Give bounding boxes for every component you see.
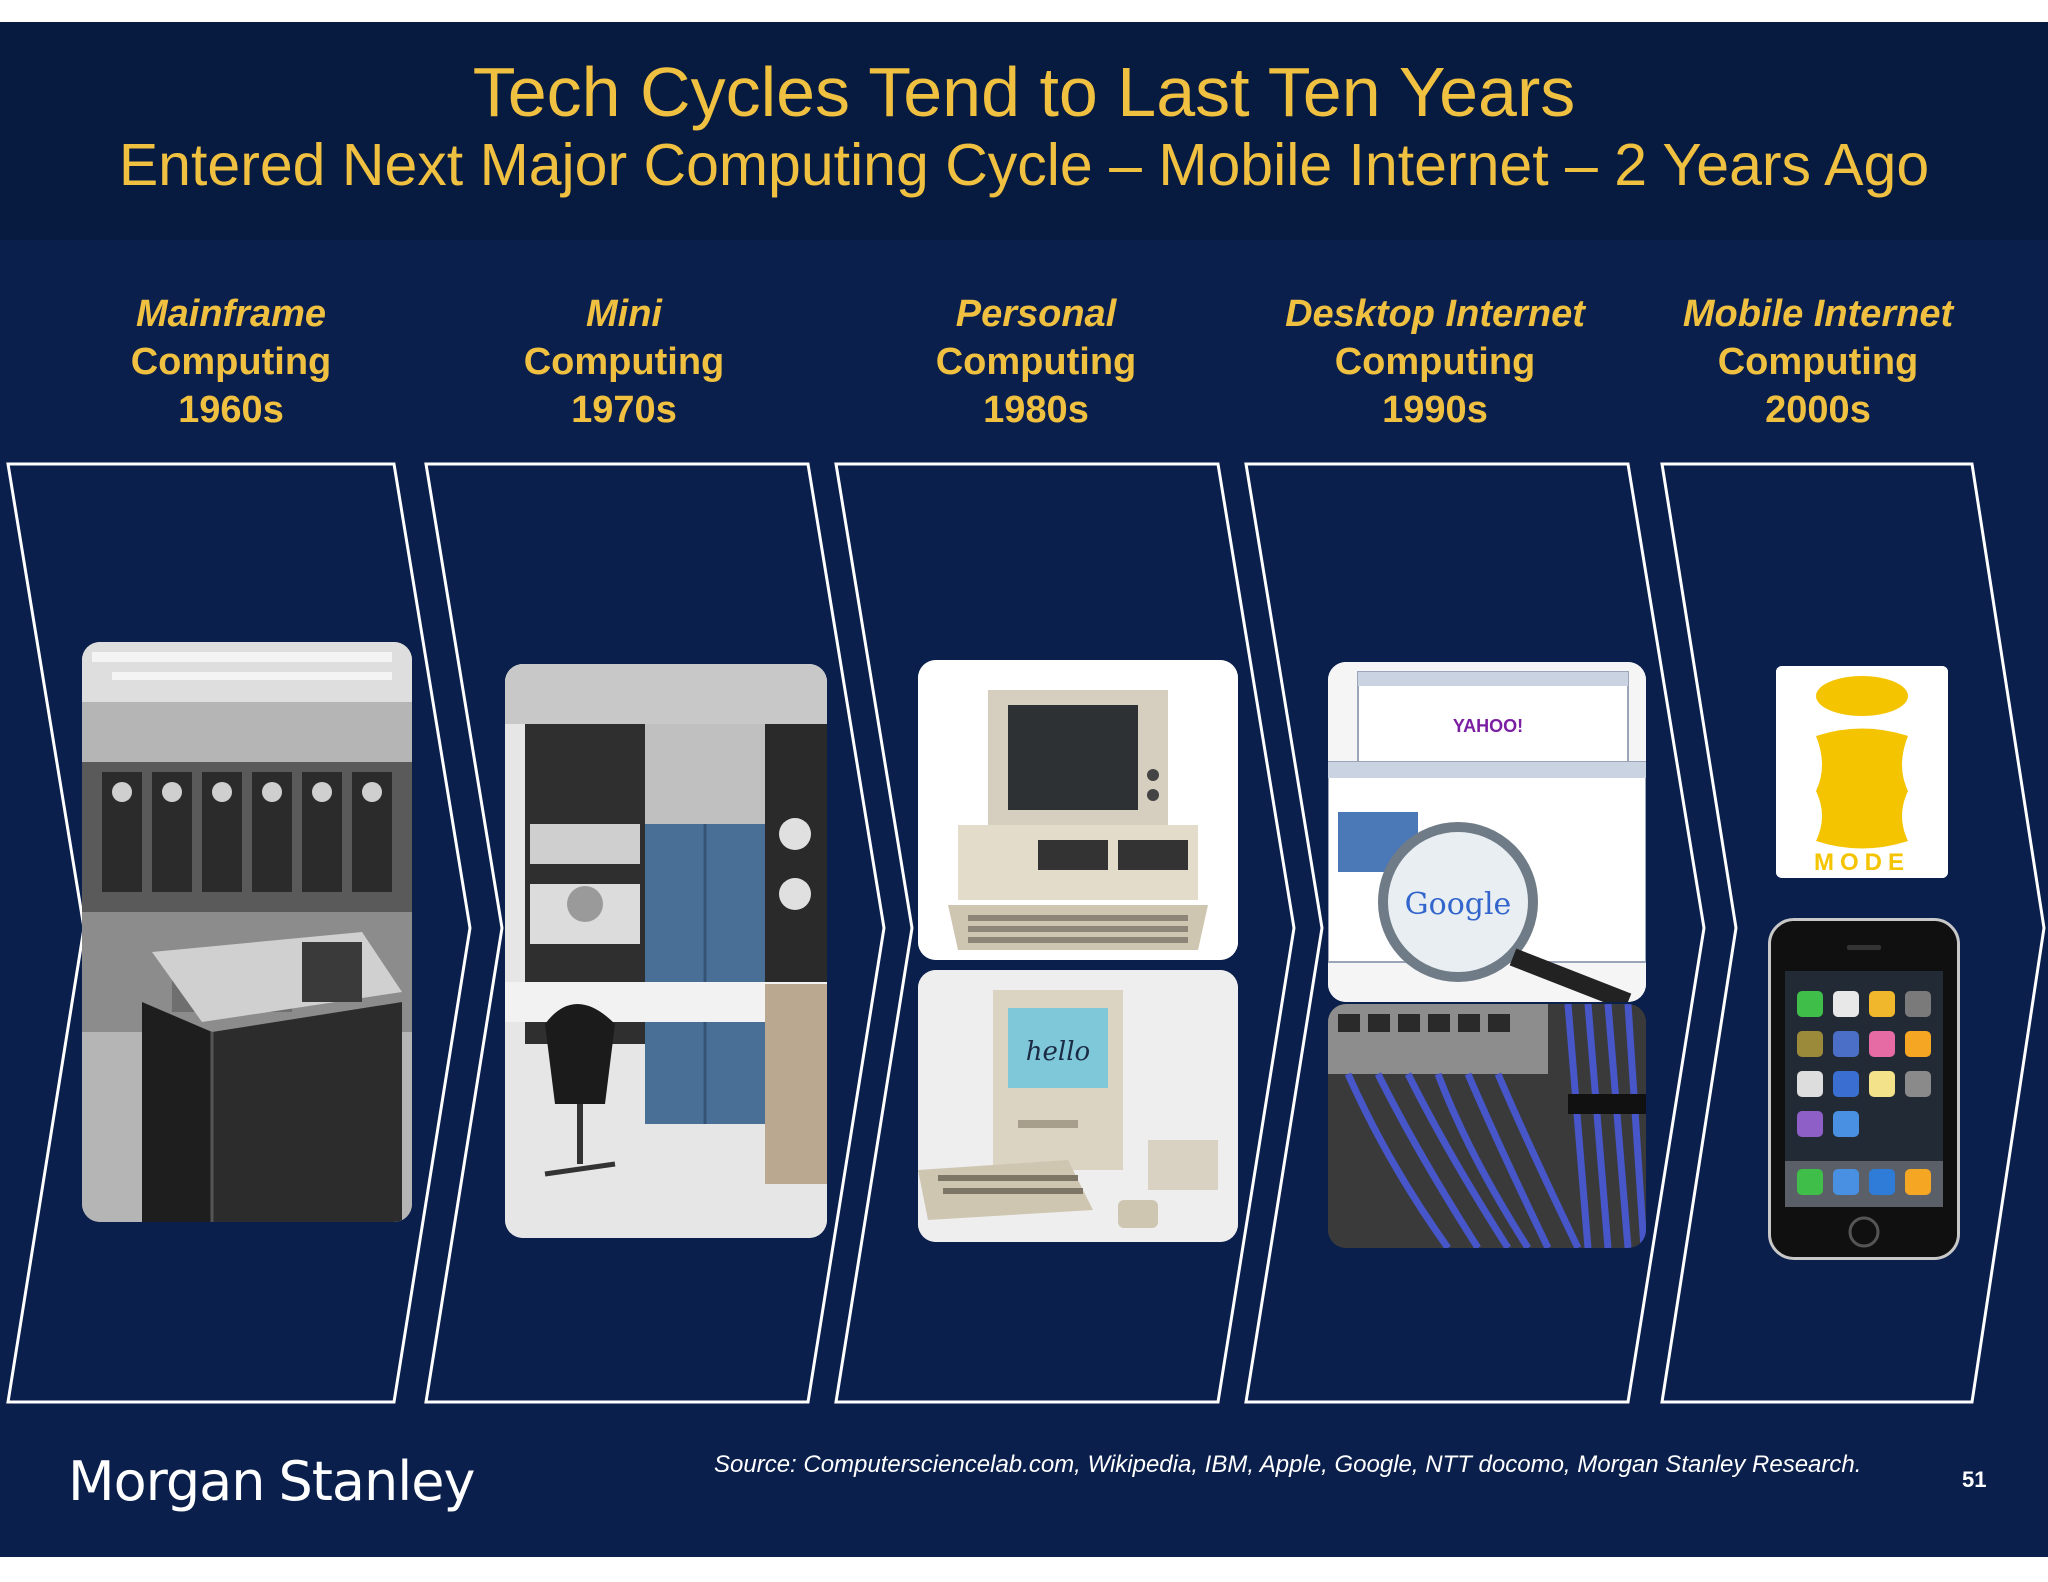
- era-label-mini: Mini Computing 1970s: [444, 290, 804, 434]
- era-name: Mobile Internet: [1682, 293, 1954, 335]
- page-number: 51: [1962, 1467, 1987, 1492]
- morgan-stanley-logo: Morgan Stanley: [68, 1450, 475, 1514]
- imode-logo: MODE: [1776, 666, 1948, 878]
- era-type: Computing: [523, 341, 725, 383]
- chevron-desktop-internet: [1244, 462, 1706, 1404]
- google-text: Google: [1405, 887, 1512, 922]
- era-decade: 1960s: [178, 389, 284, 431]
- chevron-mini: [424, 462, 886, 1404]
- macintosh-photo: hello: [918, 970, 1238, 1242]
- era-label-mainframe: Mainframe Computing 1960s: [51, 290, 411, 434]
- era-type: Computing: [1717, 341, 1919, 383]
- ibm-pc-photo: [918, 660, 1238, 960]
- source-note: Source: Computersciencelab.com, Wikipedi…: [714, 1451, 1862, 1478]
- chevron-mobile-internet: [1660, 462, 2046, 1404]
- slide-title: Tech Cycles Tend to Last Ten Years: [472, 53, 1576, 131]
- era-decade: 2000s: [1765, 389, 1871, 431]
- web-browser-photo: YAHOO! Google: [1328, 662, 1646, 1002]
- slide: Tech Cycles Tend to Last Ten Years Enter…: [0, 22, 2048, 1557]
- era-type: Computing: [935, 341, 1137, 383]
- hello-text: hello: [1026, 1037, 1090, 1067]
- logo-word-1: Morgan: [68, 1450, 265, 1513]
- minicomputer-photo: [505, 664, 827, 1238]
- era-type: Computing: [130, 341, 332, 383]
- era-label-desktop-internet: Desktop Internet Computing 1990s: [1255, 290, 1615, 434]
- era-decade: 1970s: [571, 389, 677, 431]
- era-type: Computing: [1334, 341, 1536, 383]
- chevron-outlines: [6, 462, 2046, 1404]
- era-label-personal: Personal Computing 1980s: [856, 290, 1216, 434]
- era-name: Mainframe: [135, 293, 327, 335]
- header-band: Tech Cycles Tend to Last Ten Years Enter…: [0, 22, 2048, 240]
- mainframe-photo: [82, 642, 412, 1222]
- iphone-photo: [1768, 918, 1960, 1260]
- era-label-mobile-internet: Mobile Internet Computing 2000s: [1638, 290, 1998, 434]
- era-decade: 1980s: [983, 389, 1089, 431]
- logo-word-2: Stanley: [278, 1450, 475, 1513]
- chevron-personal: [834, 462, 1296, 1404]
- era-name: Desktop Internet: [1285, 293, 1585, 335]
- imode-text: MODE: [1814, 849, 1910, 876]
- network-cables-photo: [1328, 1004, 1646, 1248]
- slide-subtitle: Entered Next Major Computing Cycle – Mob…: [118, 132, 1930, 198]
- yahoo-text: YAHOO!: [1453, 716, 1523, 736]
- era-decade: 1990s: [1382, 389, 1488, 431]
- era-name: Personal: [955, 293, 1117, 335]
- era-name: Mini: [586, 293, 662, 335]
